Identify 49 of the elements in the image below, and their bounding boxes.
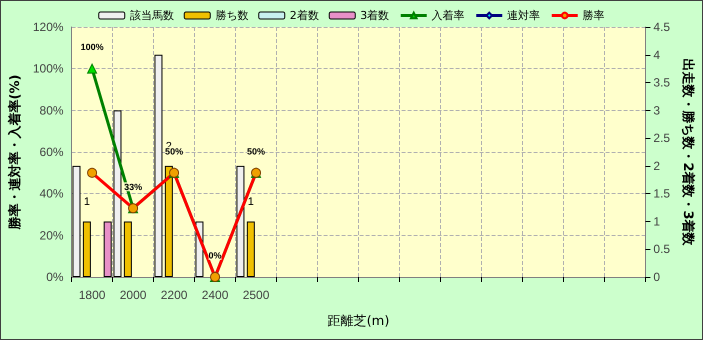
legend-label: 勝率 xyxy=(582,9,605,22)
legend-label: 2着数 xyxy=(290,9,319,22)
y2-tick-label: 4 xyxy=(653,48,660,62)
data-label: 0% xyxy=(208,250,222,260)
y2-tick-label: 2 xyxy=(653,158,660,173)
y2-axis-title: 出走数・勝ち数・2着数・3着数 xyxy=(680,58,696,247)
legend-label: 勝ち数 xyxy=(215,9,248,22)
bar xyxy=(164,166,173,277)
y-axis-title: 勝率・連対率・入着率(%) xyxy=(7,74,23,230)
legend-label: 3着数 xyxy=(360,9,390,22)
y-tick-label: 100% xyxy=(32,62,64,76)
data-label: 33% xyxy=(124,182,142,192)
y2-tick-label: 2.5 xyxy=(653,131,670,146)
y-tick-label: 120% xyxy=(32,20,64,34)
bar xyxy=(236,166,244,277)
x-tick-label: 1800 xyxy=(78,288,106,302)
legend-label: 入着率 xyxy=(432,9,465,22)
bar xyxy=(154,54,162,277)
legend-label: 連対率 xyxy=(507,9,540,22)
data-label: 1 xyxy=(248,196,254,208)
bar xyxy=(72,166,80,277)
x-tick-label: 2000 xyxy=(120,288,147,302)
bar xyxy=(246,221,255,277)
y2-tick-label: 1.5 xyxy=(653,186,670,201)
bar xyxy=(82,221,91,277)
bar xyxy=(113,110,122,277)
legend-label: 該当馬数 xyxy=(130,9,174,22)
y-tick-label: 40% xyxy=(40,186,64,201)
y2-tick-label: 4.5 xyxy=(653,20,670,34)
x-axis-title: 距離芝(m) xyxy=(328,314,390,329)
x-tick-label: 2400 xyxy=(202,288,229,302)
y2-tick-label: 1 xyxy=(653,214,660,228)
y2-tick-label: 3.5 xyxy=(653,76,670,90)
bar xyxy=(104,221,112,277)
y2-tick-label: 0 xyxy=(653,270,660,284)
data-label: 50% xyxy=(247,146,266,156)
y-tick-label: 20% xyxy=(40,228,64,242)
point xyxy=(87,64,98,74)
y2-tick-label: 3 xyxy=(653,103,660,118)
data-label: 50% xyxy=(165,146,184,156)
y2-tick-label: 0.5 xyxy=(653,242,670,256)
y-tick-label: 0% xyxy=(46,270,64,284)
y-tick-label: 80% xyxy=(40,103,64,118)
data-label: 1 xyxy=(84,196,90,208)
y-tick-label: 60% xyxy=(40,145,64,159)
bar xyxy=(124,221,132,277)
x-tick-label: 2500 xyxy=(242,288,270,302)
x-tick-label: 2200 xyxy=(160,288,188,302)
data-label: 100% xyxy=(80,42,104,52)
